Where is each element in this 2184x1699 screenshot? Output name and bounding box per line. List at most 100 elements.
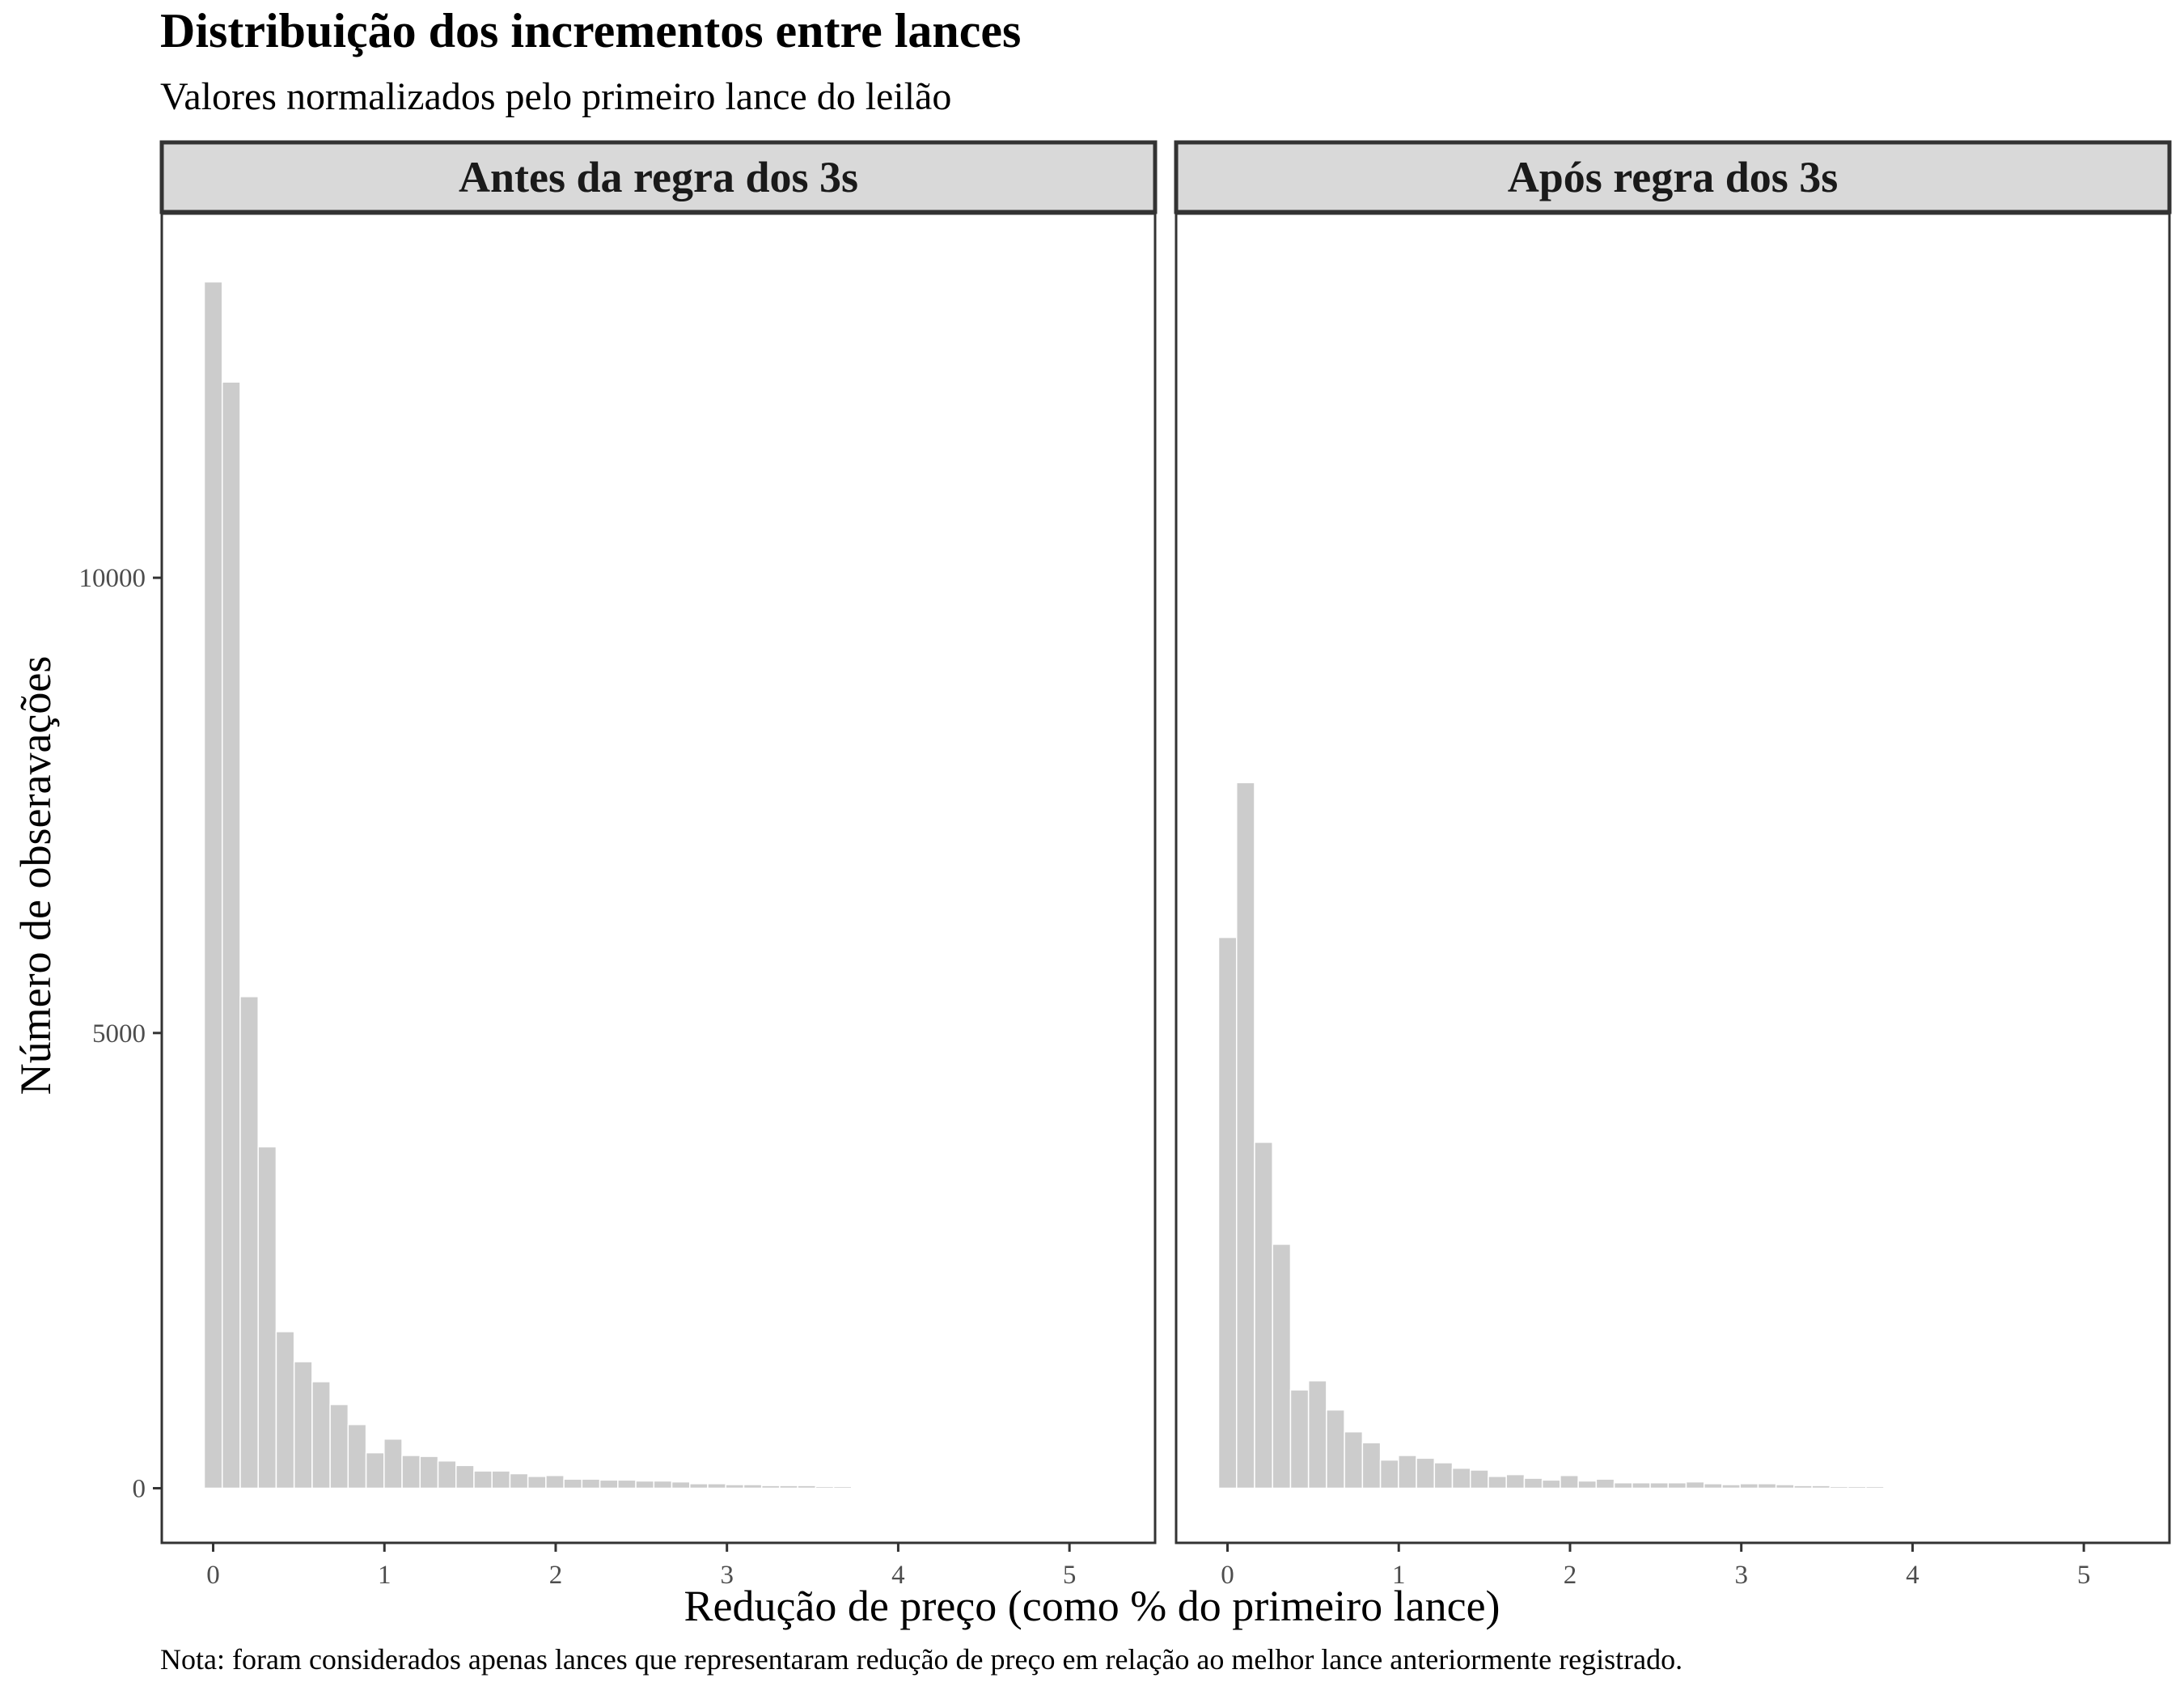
- panel-border-1: [160, 212, 1157, 1544]
- histogram-bar: [599, 1479, 619, 1489]
- histogram-bar: [635, 1480, 655, 1489]
- x-tick-label: 1: [1392, 1561, 1406, 1590]
- histogram-bar: [275, 1331, 295, 1489]
- histogram-bar: [2045, 1487, 2065, 1489]
- histogram-bar: [1757, 1483, 1777, 1489]
- histogram-bar: [455, 1464, 475, 1489]
- y-tick-label: 5000: [92, 1019, 146, 1049]
- y-tick-label: 10000: [79, 564, 146, 593]
- histogram-bar: [1541, 1479, 1561, 1489]
- y-tick-label: 0: [133, 1474, 146, 1503]
- histogram-bar: [1416, 1457, 1436, 1489]
- facet-strip-label-1: Antes da regra dos 3s: [459, 153, 858, 201]
- histogram-bar: [1775, 1484, 1795, 1489]
- histogram-bar: [1685, 1481, 1705, 1489]
- histogram-bar: [527, 1476, 547, 1489]
- histogram-bar: [1973, 1486, 1993, 1489]
- histogram-bar: [832, 1485, 853, 1489]
- histogram-bar: [509, 1472, 529, 1489]
- histogram-bar: [1469, 1469, 1489, 1489]
- histogram-bar: [1703, 1483, 1723, 1489]
- histogram-bar: [2027, 1486, 2046, 1489]
- x-tick-label: 3: [720, 1561, 734, 1590]
- x-tick-label: 2: [549, 1561, 563, 1590]
- histogram-bar: [1936, 1486, 1957, 1489]
- x-tick-label: 0: [206, 1561, 220, 1590]
- histogram-bar: [1811, 1485, 1831, 1489]
- histogram-bar: [239, 996, 259, 1489]
- histogram-bar: [2080, 1486, 2101, 1489]
- histogram-bar: [1901, 1486, 1921, 1489]
- histogram-bar: [1272, 1244, 1292, 1489]
- histogram-bar: [545, 1474, 565, 1489]
- facet-strip-1: [159, 140, 1158, 214]
- histogram-bar: [779, 1485, 798, 1489]
- histogram-bar: [1721, 1484, 1741, 1489]
- histogram-bar: [1649, 1481, 1670, 1489]
- histogram-bar: [851, 1486, 870, 1489]
- x-tick-label: 5: [2077, 1561, 2091, 1590]
- histogram-bar: [419, 1455, 439, 1489]
- histogram-bar: [293, 1361, 313, 1489]
- histogram-bar: [473, 1470, 493, 1489]
- histogram-bar: [365, 1451, 385, 1489]
- histogram-bar: [1577, 1480, 1598, 1489]
- x-axis-label: Redução de preço (como % do primeiro lan…: [684, 1582, 1500, 1630]
- histogram-bar: [311, 1381, 331, 1489]
- panel-background-1: [162, 214, 1155, 1543]
- histogram-bar: [563, 1478, 583, 1489]
- histogram-bar: [1433, 1462, 1454, 1489]
- histogram-bar: [671, 1481, 691, 1489]
- chart-subtitle: Valores normalizados pelo primeiro lance…: [160, 75, 952, 118]
- histogram-bar: [1344, 1430, 1364, 1489]
- chart-caption: Nota: foram considerados apenas lances q…: [160, 1643, 1683, 1676]
- x-tick-label: 1: [378, 1561, 392, 1590]
- histogram-bar: [1739, 1483, 1759, 1489]
- histogram-bar: [1307, 1379, 1327, 1489]
- histogram-bar: [760, 1485, 781, 1489]
- histogram-bar: [725, 1484, 745, 1489]
- histogram-bar: [1379, 1459, 1399, 1489]
- histogram-bar: [347, 1423, 367, 1489]
- x-tick-label: 4: [891, 1561, 905, 1590]
- x-tick-label: 3: [1734, 1561, 1748, 1590]
- histogram-bar: [329, 1404, 349, 1489]
- histogram-bar: [437, 1460, 457, 1489]
- histogram-bar: [1235, 782, 1255, 1489]
- histogram-bar: [1505, 1473, 1526, 1489]
- histogram-bar: [401, 1455, 421, 1489]
- histogram-bar: [1398, 1455, 1417, 1489]
- histogram-bar: [1632, 1481, 1651, 1489]
- histogram-bar: [1883, 1486, 1903, 1489]
- histogram-bar: [581, 1478, 601, 1489]
- panel-border-2: [1175, 212, 2171, 1544]
- histogram-bar: [1217, 936, 1238, 1489]
- facet-strip-label-2: Após regra dos 3s: [1508, 153, 1839, 201]
- histogram-bar: [1955, 1486, 1974, 1489]
- histogram-bar: [688, 1483, 709, 1489]
- histogram-bar: [1560, 1474, 1579, 1489]
- histogram-bar: [203, 281, 223, 1489]
- histogram-bar: [1667, 1481, 1687, 1489]
- histogram-bar: [1829, 1485, 1849, 1489]
- histogram-bar: [2063, 1487, 2083, 1489]
- histogram-bar: [1361, 1442, 1382, 1489]
- chart-title: Distribuição dos incrementos entre lance…: [160, 4, 1022, 57]
- histogram-bar: [1523, 1477, 1543, 1489]
- histogram-bar: [1254, 1142, 1273, 1489]
- histogram-bar: [1865, 1485, 1885, 1489]
- histogram-bar: [797, 1485, 817, 1489]
- histogram-bar: [1847, 1485, 1867, 1489]
- facet-strip-2: [1174, 140, 2172, 214]
- histogram-bar: [1919, 1486, 1939, 1489]
- panel-background-2: [1176, 214, 2169, 1543]
- histogram-bar: [743, 1484, 763, 1489]
- histogram-bar: [617, 1479, 637, 1489]
- x-tick-label: 2: [1564, 1561, 1577, 1590]
- histogram-bar: [491, 1470, 511, 1489]
- histogram-bar: [1613, 1481, 1633, 1489]
- histogram-bar: [383, 1438, 403, 1489]
- x-tick-label: 0: [1221, 1561, 1234, 1590]
- histogram-bar: [1793, 1485, 1813, 1489]
